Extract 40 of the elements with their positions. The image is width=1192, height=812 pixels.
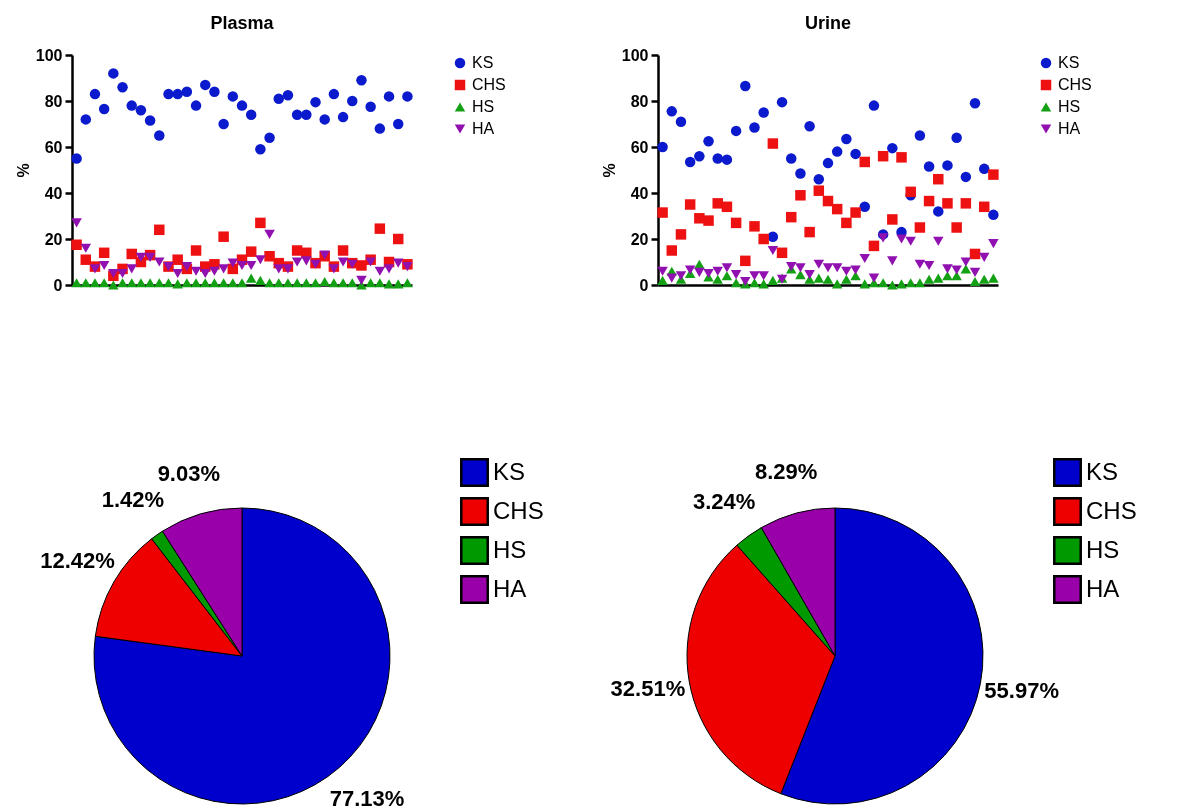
- y-axis-title: %: [14, 163, 32, 178]
- data-label: 32.51%: [610, 676, 686, 702]
- y-tick-label: 40: [44, 184, 63, 202]
- legend-label: KS: [472, 54, 494, 71]
- legend-label: HS: [1058, 98, 1081, 115]
- legend-label: HA: [472, 120, 495, 137]
- data-label: 77.13%: [329, 786, 405, 812]
- y-tick-label: 60: [630, 138, 649, 156]
- legend-label: HS: [472, 98, 495, 115]
- data-label: 12.42%: [40, 547, 115, 573]
- y-axis-title: %: [600, 163, 618, 178]
- y-tick-label: 0: [53, 276, 63, 294]
- y-tick-label: 100: [35, 46, 63, 64]
- legend-label: KS: [493, 457, 526, 485]
- y-tick-label: 80: [44, 92, 63, 110]
- data-label: 1.42%: [101, 487, 165, 513]
- legend-label: CHS: [493, 496, 544, 524]
- data-label: 8.29%: [754, 459, 818, 485]
- data-label: 55.97%: [984, 678, 1059, 704]
- y-tick-label: 20: [630, 230, 649, 248]
- y-tick-label: 80: [630, 92, 649, 110]
- legend-label: HA: [1058, 120, 1081, 137]
- legend-label: KS: [1058, 54, 1080, 71]
- legend-label: HS: [1086, 535, 1120, 563]
- legend-label: KS: [1086, 457, 1119, 485]
- y-tick-label: 20: [44, 230, 63, 248]
- y-tick-label: 100: [621, 46, 649, 64]
- y-tick-label: 60: [44, 138, 63, 156]
- chart-title: Urine: [804, 13, 852, 33]
- legend-label: CHS: [1086, 496, 1137, 524]
- data-label: 3.24%: [693, 488, 756, 514]
- legend-label: CHS: [472, 76, 506, 93]
- y-tick-label: 0: [639, 276, 649, 294]
- legend-label: HS: [493, 535, 527, 563]
- y-tick-label: 40: [630, 184, 649, 202]
- legend-label: CHS: [1058, 76, 1092, 93]
- data-label: 9.03%: [157, 460, 221, 486]
- legend-label: HA: [1086, 574, 1120, 602]
- chart-title: Plasma: [210, 13, 275, 33]
- legend-label: HA: [493, 574, 527, 602]
